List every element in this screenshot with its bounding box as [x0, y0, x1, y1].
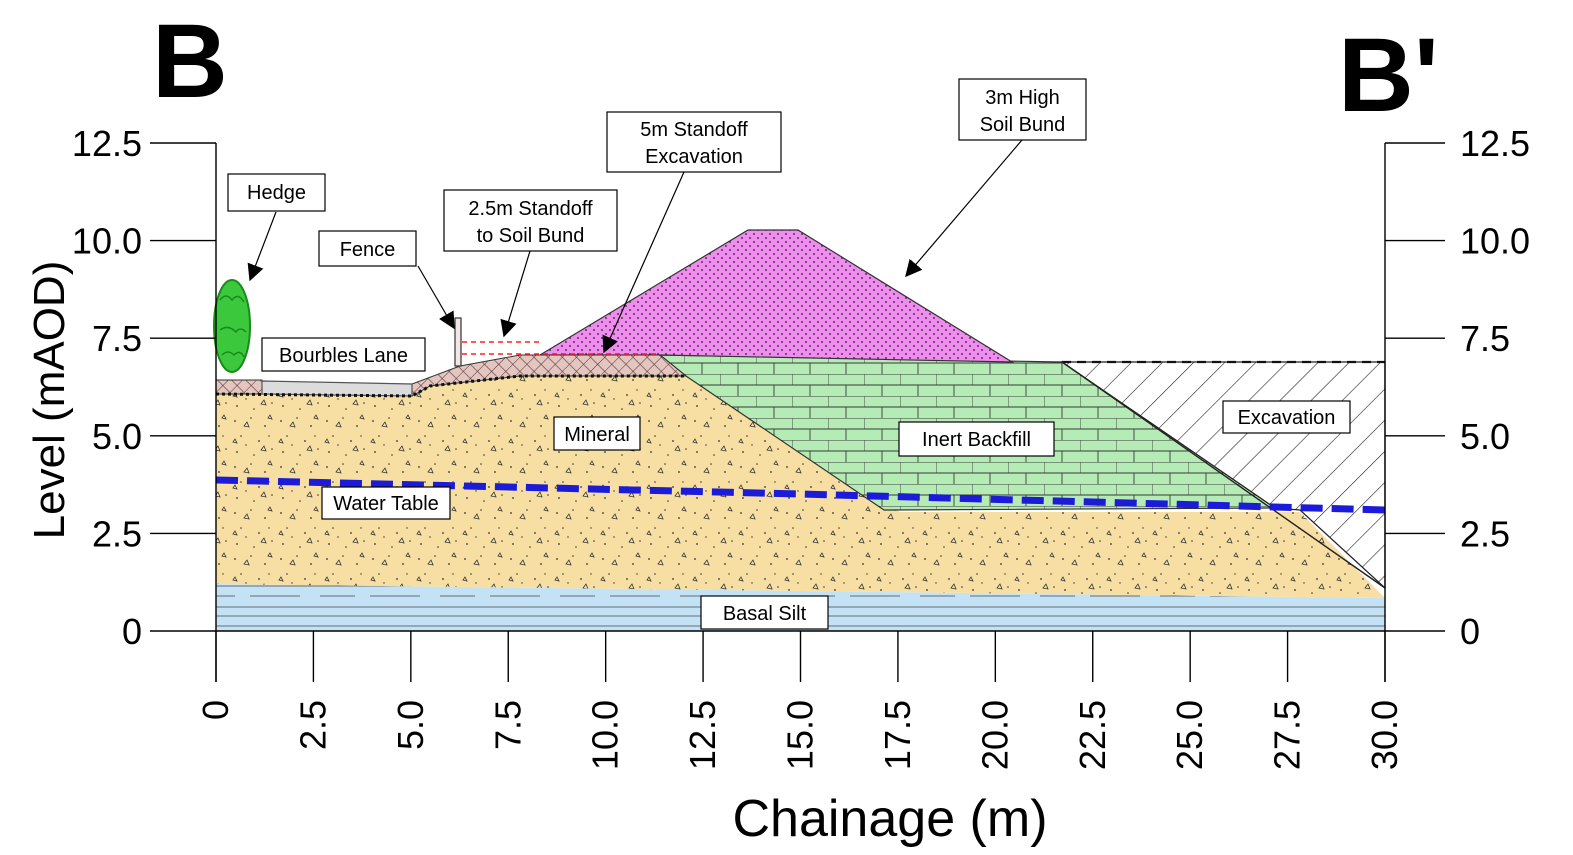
y-tick-label-left: 5.0 [92, 416, 142, 457]
y-tick-labels-right: 0 2.5 5.0 7.5 10.0 12.5 [1460, 123, 1530, 652]
y-tick-label-right: 10.0 [1460, 221, 1530, 262]
ground-surface-dotted [215, 374, 686, 398]
x-tick-marks [215, 631, 1386, 682]
y-tick-label-right: 12.5 [1460, 123, 1530, 164]
x-tick-label: 0 [195, 700, 236, 720]
soil-bund-callout-line1: 3m High [985, 87, 1059, 109]
x-tick-label: 17.5 [877, 700, 918, 770]
y-tick-label-right: 7.5 [1460, 318, 1510, 359]
bourbles-lane-surface [261, 380, 413, 397]
x-tick-label: 15.0 [780, 700, 821, 770]
x-axis-title: Chainage (m) [732, 790, 1047, 848]
x-tick-label: 22.5 [1072, 700, 1113, 770]
standoff-bund-callout: 2.5m Standoff to Soil Bund [443, 189, 618, 252]
section-end-label: B' [1338, 17, 1439, 134]
standoff-excavation-callout: 5m Standoff Excavation [606, 111, 782, 173]
x-tick-label: 30.0 [1364, 700, 1405, 770]
standoff-excavation-callout-line3: Excavation [645, 146, 743, 168]
mineral-callout-text: Mineral [564, 424, 630, 446]
soil-bund-leader [905, 139, 1023, 278]
excavation-boundary-line [1061, 361, 1386, 589]
standoff-bund-callout-line1: 2.5m Standoff [468, 198, 593, 220]
hedge-icon [213, 279, 251, 373]
excavation-callout-text: Excavation [1238, 407, 1336, 429]
soil-bund-callout: 3m High Soil Bund [958, 78, 1087, 141]
mineral-layer [216, 376, 1385, 598]
inert-backfill-callout-text: Inert Backfill [922, 429, 1031, 451]
soil-bund-callout-line2: Soil Bund [980, 114, 1066, 136]
y-tick-label-left: 12.5 [72, 123, 142, 164]
mineral-callout: Mineral [553, 416, 641, 451]
x-tick-label: 7.5 [487, 700, 528, 750]
water-table-line [215, 476, 1386, 514]
inert-backfill-callout: Inert Backfill [898, 421, 1055, 457]
standoff-bund-leader [500, 250, 531, 338]
x-tick-label: 25.0 [1169, 700, 1210, 770]
standoff-excavation-callout-line1: 5m Standoff [640, 119, 748, 141]
basal-silt-callout-text: Basal Silt [723, 603, 807, 625]
strata [215, 229, 1386, 631]
fence-icon [454, 317, 462, 367]
fence-leader [417, 265, 455, 330]
hedge-leader [247, 211, 277, 282]
hedge-callout: Hedge [227, 173, 326, 212]
y-tick-label-right: 5.0 [1460, 416, 1510, 457]
x-tick-label: 20.0 [974, 700, 1015, 770]
fence-callout: Fence [318, 230, 417, 267]
y-axis-title: Level (mAOD) [25, 261, 74, 540]
y-tick-label-left: 2.5 [92, 513, 142, 554]
x-tick-label: 12.5 [682, 700, 723, 770]
y-tick-label-left: 0 [122, 611, 142, 652]
x-tick-label: 10.0 [585, 700, 626, 770]
y-tick-label-left: 7.5 [92, 318, 142, 359]
y-tick-labels-left: 0 2.5 5.0 7.5 10.0 12.5 [72, 123, 142, 652]
x-tick-labels: 0 2.5 5.0 7.5 10.0 12.5 15.0 17.5 20.0 22.5 25.0 27… [195, 700, 1405, 770]
excavation-callout: Excavation [1222, 400, 1351, 434]
basal-silt-callout: Basal Silt [700, 595, 829, 630]
bourbles-lane-callout: Bourbles Lane [261, 337, 426, 372]
hedge-callout-text: Hedge [247, 182, 306, 204]
axes: 0 2.5 5.0 7.5 10.0 12.5 15.0 17.5 20.0 22.5 25.0 27… [25, 123, 1530, 848]
water-table-callout: Water Table [321, 486, 451, 520]
water-table-callout-text: Water Table [333, 493, 439, 515]
y-tick-marks [150, 142, 1445, 535]
y-tick-label-right: 2.5 [1460, 513, 1510, 554]
x-tick-label: 5.0 [390, 700, 431, 750]
x-tick-label: 2.5 [292, 700, 333, 750]
x-tick-label: 27.5 [1267, 700, 1308, 770]
section-start-label: B [152, 3, 228, 120]
y-tick-label-right: 0 [1460, 611, 1480, 652]
bourbles-lane-callout-text: Bourbles Lane [279, 345, 408, 367]
callout-leaders [247, 139, 1023, 354]
fence-callout-text: Fence [340, 239, 396, 261]
y-tick-label-left: 10.0 [72, 221, 142, 262]
standoff-excavation-leader [602, 171, 685, 354]
topsoil-left [215, 379, 263, 395]
standoff-bund-callout-line2: to Soil Bund [477, 225, 585, 247]
